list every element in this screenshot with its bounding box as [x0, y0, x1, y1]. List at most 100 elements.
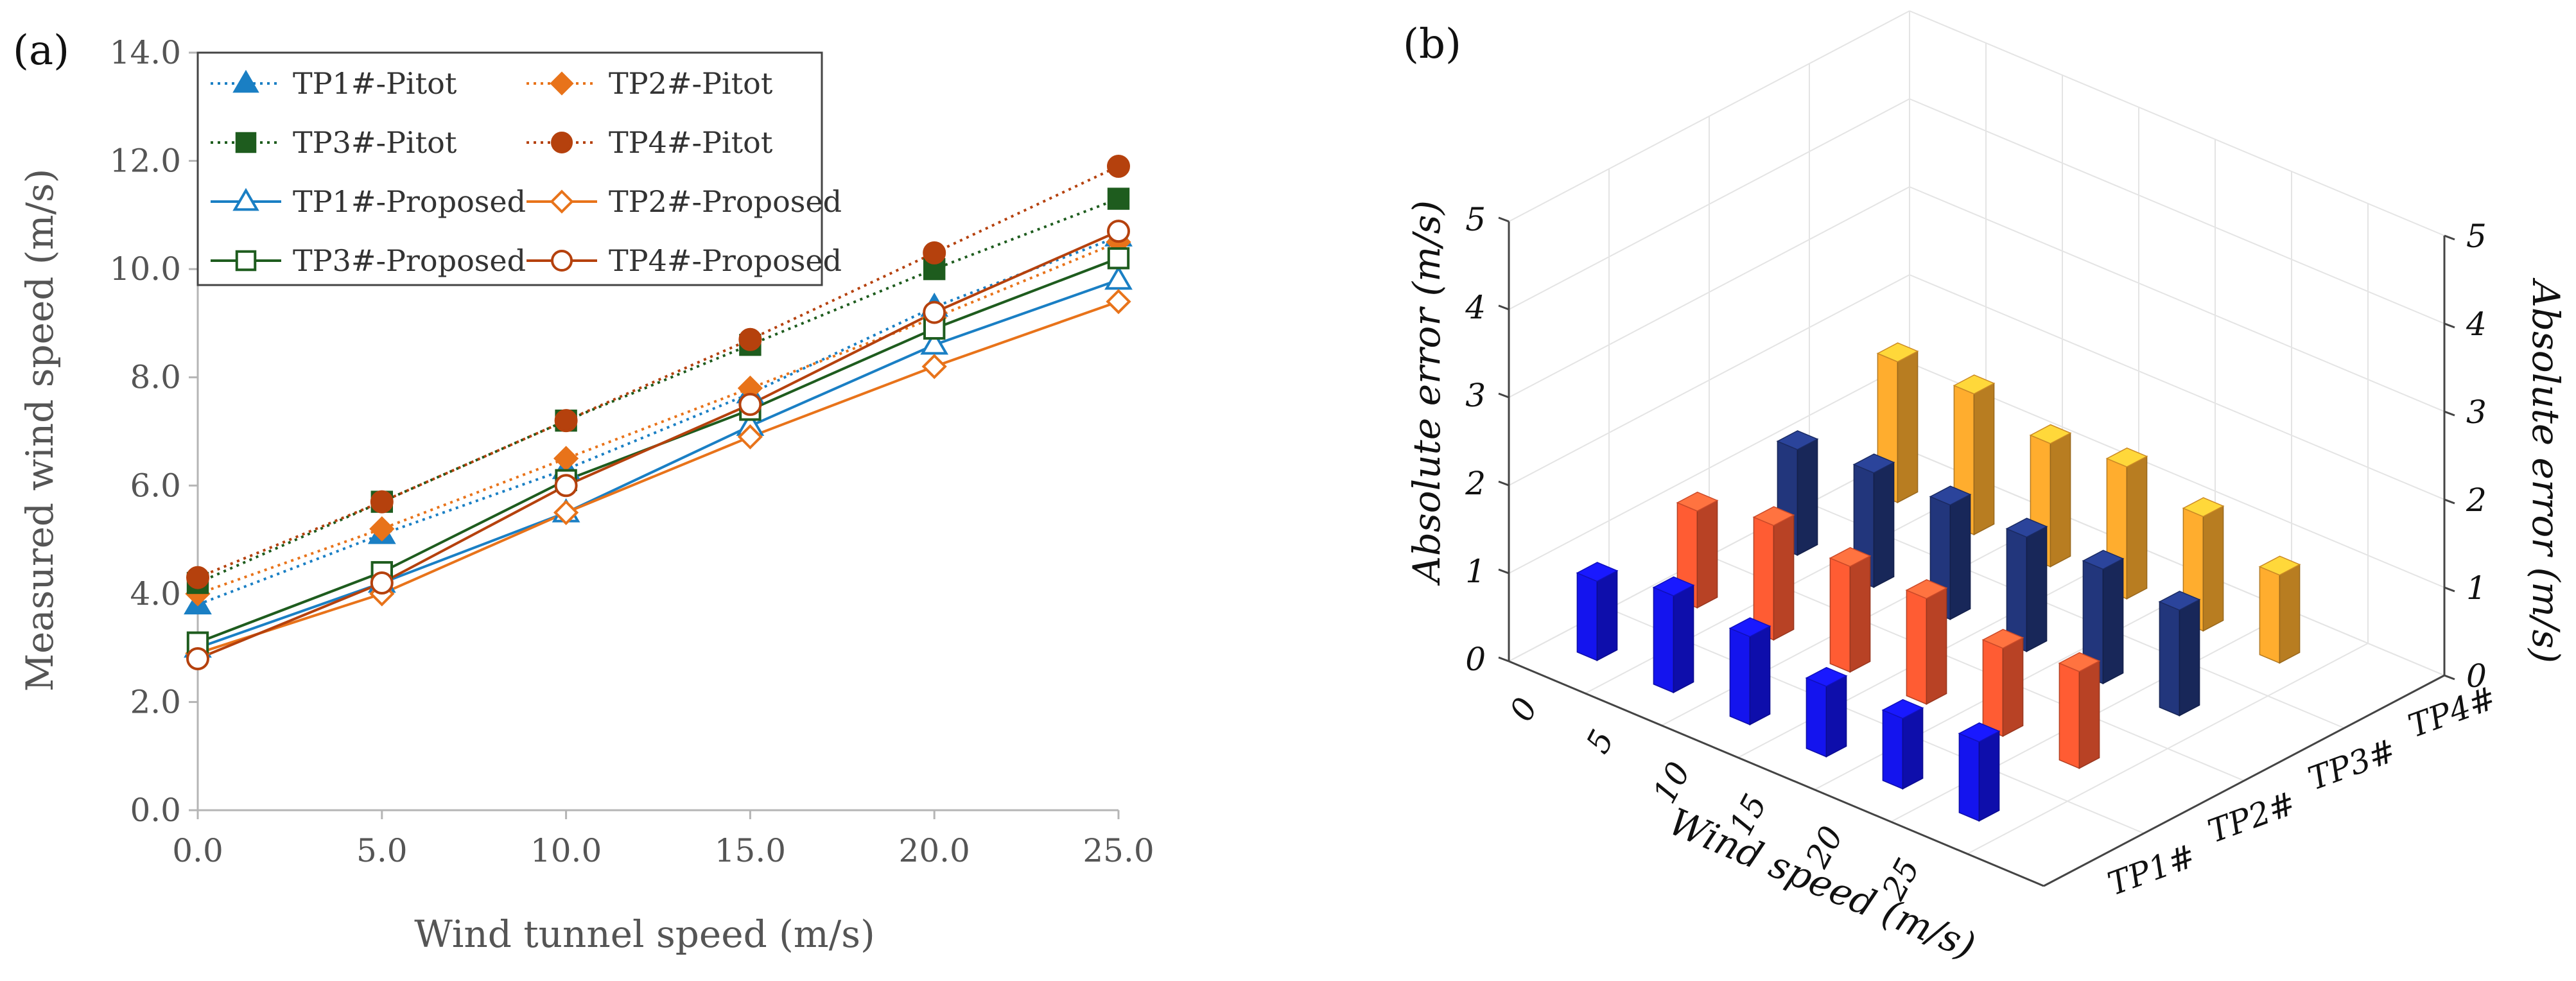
- point-TP4#-Proposed-10: [554, 474, 578, 498]
- bar-side-face: [1897, 350, 1919, 503]
- point-TP4#-Pitot-0: [186, 566, 209, 589]
- bar-front-face: [1982, 639, 2004, 737]
- y-tick-label: 10.0: [110, 250, 181, 288]
- bar-front-face: [1576, 572, 1598, 661]
- bar-TP1#-20: [1881, 699, 1924, 790]
- legend-label: TP4#-Pitot: [609, 125, 773, 160]
- bar-side-face: [2002, 637, 2024, 737]
- y-tick-label: 6.0: [130, 467, 181, 504]
- bar-top-face: [2082, 550, 2125, 570]
- z-tick-mark-right: [2444, 234, 2455, 241]
- point-TP4#-Proposed-25: [1107, 220, 1130, 243]
- bar-front-face: [1729, 627, 1751, 725]
- bar-side-face: [2126, 455, 2148, 600]
- z-tick-mark-right: [2444, 498, 2455, 505]
- bar-side-face: [2026, 525, 2048, 652]
- bar-top-face: [2105, 447, 2148, 468]
- point-TP2#-Proposed-25: [1106, 289, 1131, 315]
- y-tick-label: 14.0: [110, 34, 181, 71]
- back-wall-grid-line: [1508, 10, 1910, 222]
- side-wall-grid-line: [1909, 274, 2445, 500]
- point-TP3#-Proposed-25: [1107, 247, 1130, 270]
- x-tick-label: 15.0: [715, 832, 786, 869]
- bar-side-face: [1696, 499, 1718, 609]
- bar-top-face: [2158, 591, 2201, 611]
- bar-side-face: [1949, 493, 1971, 620]
- z-tick-label-left: 3: [1465, 377, 1486, 414]
- z-tick-label-left: 1: [1465, 553, 1486, 590]
- series-line-TP1#-Pitot: [197, 235, 1119, 606]
- point-TP2#-Proposed-20: [921, 354, 947, 379]
- bar-top-face: [1829, 547, 1872, 568]
- side-wall-grid-line: [1909, 10, 2445, 236]
- z-tick-label-right: 2: [2466, 482, 2487, 519]
- bar-TP2#-5: [1752, 506, 1795, 641]
- bar-top-face: [1876, 342, 1919, 363]
- legend-item-TP4#-Pitot: TP4#-Pitot: [527, 125, 773, 160]
- bar-TP2#-15: [1905, 579, 1948, 705]
- panel-b-zlabel-left: Absolute error (m/s): [1405, 200, 1449, 586]
- bar-side-face: [1849, 555, 1871, 673]
- legend-marker: [235, 250, 257, 272]
- bar-side-face: [1873, 461, 1895, 588]
- bar-top-face: [1728, 617, 1771, 638]
- x-tick-label: 0.0: [172, 832, 223, 869]
- z-tick-label-right: 4: [2466, 306, 2487, 343]
- point-TP2#-Proposed-15: [737, 424, 763, 450]
- z-tick-label-right: 5: [2466, 218, 2487, 255]
- point-TP1#-Proposed-20: [920, 330, 949, 355]
- bar-TP2#-20: [1981, 629, 2024, 737]
- panel-a-series: [184, 155, 1133, 670]
- floor-grid-line: [1608, 608, 2145, 834]
- side-wall-grid-line: [1909, 450, 2445, 676]
- back-wall-grid-line: [1508, 98, 1910, 310]
- y-tick-label: 4.0: [130, 575, 181, 612]
- bar-side-face: [1902, 707, 1924, 790]
- bar-front-face: [1958, 733, 1980, 822]
- legend-marker: [551, 250, 573, 272]
- bar-side-face: [1749, 625, 1771, 725]
- bar-side-face: [2179, 598, 2200, 716]
- legend-marker: [232, 69, 259, 93]
- bar-side-face: [2279, 564, 2301, 664]
- bar-front-face: [1906, 589, 1928, 705]
- point-TP4#-Proposed-15: [738, 392, 762, 416]
- point-TP4#-Pitot-10: [554, 409, 578, 433]
- panel-a-xlabel: Wind tunnel speed (m/s): [414, 912, 875, 956]
- bar-top-face: [2258, 555, 2301, 576]
- bar-side-face: [1978, 730, 2000, 822]
- point-TP4#-Pitot-20: [923, 241, 946, 265]
- point-TP1#-Proposed-25: [1104, 265, 1133, 290]
- bar-top-face: [2182, 497, 2225, 517]
- z-tick-mark-right: [2444, 322, 2455, 329]
- bar-front-face: [1806, 677, 1827, 758]
- floor-grid-line: [1709, 555, 2245, 781]
- bar-front-face: [2058, 662, 2080, 769]
- z-tick-label-right: 0: [2466, 657, 2487, 695]
- bar-front-face: [2259, 566, 2281, 664]
- bar-top-face: [1981, 629, 2024, 649]
- panel-a-axes: 0.0 2.0 4.0 6.0 8.0 10.0 12.0 14.0 0.0 5.0 10.0 15.…: [110, 34, 1154, 869]
- legend-label: TP3#-Pitot: [293, 125, 457, 160]
- y-tick-label: 0.0: [130, 792, 181, 829]
- point-TP4#-Pitot-15: [738, 327, 762, 351]
- depth-axis-edge: [2043, 674, 2445, 887]
- bar-front-face: [1829, 557, 1851, 673]
- bar-top-face: [2005, 517, 2048, 538]
- bar-side-face: [2102, 557, 2124, 684]
- back-wall-grid-line: [1508, 186, 1910, 398]
- bar-TP1#-0: [1576, 562, 1619, 661]
- legend-label: TP1#-Proposed: [293, 184, 526, 219]
- point-TP4#-Pitot-5: [370, 490, 394, 514]
- z-tick-mark-left: [1498, 304, 1510, 311]
- z-tick-mark-left: [1498, 216, 1510, 223]
- bar-front-face: [2159, 601, 2180, 716]
- panel-b-bars: [1576, 342, 2301, 822]
- bar-top-face: [1958, 722, 2001, 743]
- legend-box: [196, 51, 823, 286]
- back-wall-grid-line: [1508, 274, 1910, 486]
- legend-label: TP3#-Proposed: [293, 243, 526, 278]
- x-tick-label: 20.0: [899, 832, 970, 869]
- series-line-TP4#-Proposed: [197, 230, 1119, 660]
- bar-TP1#-15: [1805, 666, 1848, 758]
